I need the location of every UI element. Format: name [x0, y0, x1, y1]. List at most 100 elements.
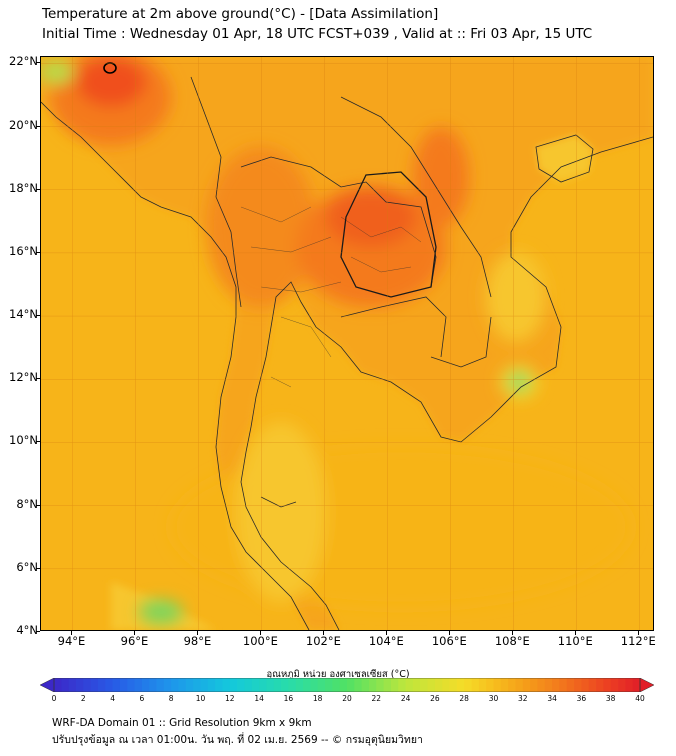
malay-east-coastline: [240, 136, 653, 630]
lat-label: 6°N: [16, 559, 38, 574]
lon-tick: [512, 631, 514, 635]
mild-zone-central-highlands: [486, 252, 546, 342]
colorbar-segment: [54, 678, 62, 692]
colorbar-label: 24: [400, 694, 411, 703]
colorbar-segment: [420, 678, 428, 692]
colorbar-segment: [478, 678, 487, 692]
colorbar-segment: [303, 678, 311, 692]
cold-spot-vietnam: [510, 374, 528, 390]
colorbar-segment: [207, 678, 216, 692]
colorbar-segment: [581, 678, 590, 692]
lat-label: 8°N: [16, 496, 38, 511]
chart-title: Temperature at 2m above ground(°C) - [Da…: [42, 6, 439, 22]
mainland-landmass: [41, 57, 653, 630]
lon-tick: [638, 631, 640, 635]
colorbar-segment: [149, 678, 157, 692]
colorbar-label: 20: [342, 694, 352, 703]
lat-label: 18°N: [9, 180, 38, 195]
northeast-region-highlight: [340, 171, 437, 298]
colorbar-segment: [500, 678, 509, 692]
colorbar-segment: [508, 678, 516, 692]
hot-zone-vietnam-north: [413, 127, 469, 227]
colorbar-label: 26: [430, 694, 440, 703]
boundary-lines: [41, 76, 653, 630]
colorbar-segment: [603, 678, 612, 692]
colorbar-segment: [112, 678, 121, 692]
lat-tick: [36, 631, 40, 632]
colorbar-segment: [83, 678, 92, 692]
colorbar-label: 36: [576, 694, 587, 703]
colorbar-segment: [215, 678, 223, 692]
colorbar-label: 8: [168, 694, 174, 703]
lat-tick: [36, 251, 40, 253]
colorbar-segment: [522, 678, 531, 692]
contour-circle-north: [103, 62, 117, 74]
colorbar-segment: [295, 678, 304, 692]
lon-tick: [197, 631, 199, 635]
colorbar-label: 18: [312, 694, 323, 703]
colorbar-segment: [237, 678, 245, 692]
colorbar-segment: [376, 678, 385, 692]
colorbar-segment: [259, 678, 267, 692]
colorbar-segment: [354, 678, 363, 692]
lat-label: 12°N: [9, 370, 38, 385]
colorbar-segment: [281, 678, 289, 692]
colorbar-segment: [347, 678, 355, 692]
lat-tick: [36, 188, 40, 190]
lon-label: 98°E: [183, 634, 212, 648]
border-laos-vietnam: [340, 96, 492, 298]
colorbar-segment: [105, 678, 113, 692]
lat-label: 16°N: [9, 243, 38, 258]
colorbar-segment: [412, 678, 421, 692]
lat-label: 22°N: [9, 54, 38, 69]
lon-label: 108°E: [494, 634, 530, 648]
colorbar-segment: [456, 678, 465, 692]
temperature-field: [41, 57, 631, 624]
colorbar-segment: [90, 678, 99, 692]
map-canvas: [41, 57, 653, 630]
colorbar-segment: [251, 678, 260, 692]
lat-tick: [36, 441, 40, 443]
colorbar-segment: [383, 678, 392, 692]
lat-label: 10°N: [9, 433, 38, 448]
mild-zone-malay: [236, 422, 326, 602]
border-myanmar-thailand: [190, 76, 242, 308]
lat-label: 20°N: [9, 117, 38, 132]
lat-label: 4°N: [16, 623, 38, 637]
temperature-map: [40, 56, 654, 631]
colorbar-segment: [368, 678, 377, 692]
colorbar-label: 2: [80, 694, 86, 703]
colorbar-segment: [574, 678, 582, 692]
lat-tick: [36, 378, 40, 380]
colorbar-min-arrow: [40, 678, 55, 692]
colorbar-segment: [537, 678, 546, 692]
colorbar-segment: [442, 678, 450, 692]
colorbar-segment: [486, 678, 494, 692]
graticule: [41, 57, 653, 630]
colorbar-segment: [310, 678, 319, 692]
colorbar-segment: [515, 678, 524, 692]
colorbar-segment: [632, 678, 641, 692]
colorbar-label: 6: [139, 694, 145, 703]
lon-tick: [260, 631, 262, 635]
border-thailand-laos: [240, 156, 437, 288]
lat-tick: [36, 315, 40, 317]
colorbar-title: อุณหภูมิ หน่วย องศาเซลเซียส (°C): [266, 669, 410, 680]
colorbar-segment: [493, 678, 502, 692]
lon-tick: [575, 631, 577, 635]
colorbar-segment: [449, 678, 458, 692]
colorbar-segment: [288, 678, 297, 692]
footer-update-info: ปรับปรุงข้อมูล ณ เวลา 01:00น. วัน พฤ. ที…: [52, 734, 423, 746]
colorbar-segment: [390, 678, 399, 692]
lon-label: 94°E: [57, 634, 86, 648]
mainland-coastline: [41, 101, 310, 630]
lat-tick: [36, 567, 40, 569]
colorbar-segment: [273, 678, 282, 692]
colorbar-segment: [178, 678, 187, 692]
colorbar-segment: [471, 678, 480, 692]
colorbar-segment: [625, 678, 634, 692]
colorbar-segment: [332, 678, 341, 692]
lon-tick: [323, 631, 325, 635]
colorbar-label: 10: [195, 694, 206, 703]
colorbar-segment: [119, 678, 128, 692]
